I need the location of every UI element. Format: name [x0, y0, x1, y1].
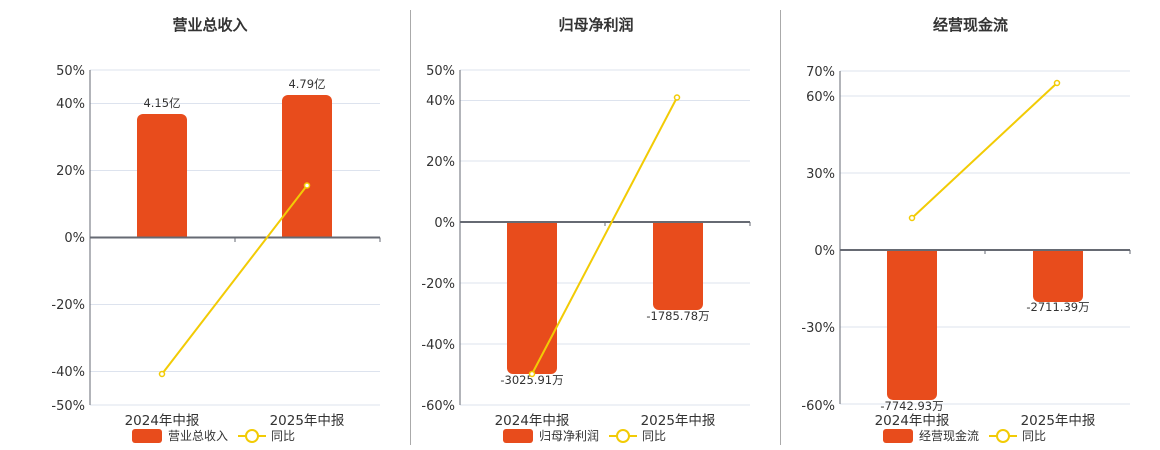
yoy-line: [911, 82, 1058, 219]
chart-title: 经营现金流: [932, 16, 1008, 34]
bar-label: -3025.91万: [500, 373, 563, 387]
yoy-line: [531, 97, 678, 375]
bar-2025[interactable]: [653, 222, 703, 310]
legend-line-label[interactable]: 同比: [642, 429, 667, 443]
legend-bar-label[interactable]: 营业总收入: [168, 429, 229, 443]
svg-text:60%: 60%: [806, 90, 835, 105]
legend-bar-swatch[interactable]: [883, 428, 913, 443]
yoy-point[interactable]: [673, 94, 681, 101]
bar-label: 4.15亿: [143, 96, 180, 110]
legend-line-icon[interactable]: [238, 428, 267, 443]
divider: [780, 10, 781, 445]
y-axis-labels: 50% 40% 20% 0% -20% -40% -60%: [421, 64, 455, 414]
legend-bar-swatch[interactable]: [503, 428, 533, 443]
yoy-point[interactable]: [1053, 79, 1061, 87]
legend: 归母净利润 同比: [503, 427, 666, 444]
chart-plot: 50% 40% 20% 0% -20% -40% -60% -3025.91万 …: [421, 64, 751, 429]
legend-line-label[interactable]: 同比: [1022, 429, 1047, 443]
svg-text:50%: 50%: [426, 64, 455, 79]
svg-text:50%: 50%: [56, 64, 85, 79]
chart-panel-revenue: 营业总收入 50% 40% 20% 0% -20% -40% -50% 4.15…: [0, 0, 410, 450]
x-label: 2024年中报: [495, 413, 570, 429]
svg-text:-20%: -20%: [51, 298, 85, 313]
yoy-point[interactable]: [303, 182, 311, 189]
bar-2024[interactable]: [887, 250, 937, 400]
svg-text:40%: 40%: [426, 94, 455, 109]
bar-label: -1785.78万: [646, 309, 709, 323]
legend-line-label[interactable]: 同比: [271, 429, 296, 443]
divider: [410, 10, 411, 445]
yoy-point[interactable]: [528, 370, 536, 378]
yoy-point[interactable]: [908, 214, 916, 222]
y-axis-labels: 70% 60% 30% 0% -30% -60%: [801, 65, 835, 414]
svg-text:30%: 30%: [806, 167, 835, 182]
x-label: 2024年中报: [125, 413, 200, 429]
svg-text:20%: 20%: [56, 164, 85, 179]
bar-2024[interactable]: [507, 222, 557, 374]
svg-text:-40%: -40%: [51, 365, 85, 380]
bar-2024[interactable]: [137, 114, 187, 238]
bar-2025[interactable]: [282, 95, 332, 238]
y-axis-labels: 50% 40% 20% 0% -20% -40% -50%: [51, 64, 85, 414]
svg-text:-50%: -50%: [51, 399, 85, 414]
svg-text:-30%: -30%: [801, 321, 835, 336]
svg-text:70%: 70%: [806, 65, 835, 80]
bar-label: -7742.93万: [880, 399, 943, 413]
bar-label: 4.79亿: [288, 77, 325, 91]
chart-title: 归母净利润: [558, 16, 634, 34]
chart-plot: 70% 60% 30% 0% -30% -60% -7742.93万 -2711…: [801, 65, 1131, 429]
legend-bar-label[interactable]: 归母净利润: [539, 429, 600, 443]
chart-panel-operating-cashflow: 经营现金流 70% 60% 30% 0% -30% -60% -7742.93万…: [781, 0, 1160, 450]
yoy-line: [161, 184, 308, 375]
legend-bar-label[interactable]: 经营现金流: [919, 429, 980, 443]
yoy-point[interactable]: [158, 370, 166, 378]
bar-label: -2711.39万: [1026, 300, 1089, 314]
chart-panel-net-profit: 归母净利润 50% 40% 20% 0% -20% -40% -60% -302…: [411, 0, 781, 450]
svg-text:40%: 40%: [56, 97, 85, 112]
svg-text:-20%: -20%: [421, 277, 455, 292]
legend-bar-swatch[interactable]: [132, 428, 162, 443]
x-label: 2025年中报: [641, 413, 716, 429]
x-label: 2025年中报: [1021, 413, 1096, 429]
svg-text:0%: 0%: [64, 231, 85, 246]
legend-line-icon[interactable]: [989, 428, 1018, 443]
svg-text:0%: 0%: [814, 244, 835, 259]
gridlines: [840, 70, 1130, 405]
svg-text:-60%: -60%: [801, 399, 835, 414]
x-label: 2024年中报: [875, 413, 950, 429]
svg-text:0%: 0%: [434, 216, 455, 231]
svg-text:20%: 20%: [426, 155, 455, 170]
gridlines: [460, 69, 750, 406]
legend: 经营现金流 同比: [883, 427, 1046, 444]
chart-title: 营业总收入: [172, 16, 248, 34]
chart-plot: 50% 40% 20% 0% -20% -40% -50% 4.15亿 4.79…: [51, 64, 381, 429]
legend-line-icon[interactable]: [609, 428, 638, 443]
x-label: 2025年中报: [270, 413, 345, 429]
legend: 营业总收入 同比: [132, 427, 295, 444]
svg-text:-40%: -40%: [421, 338, 455, 353]
svg-text:-60%: -60%: [421, 399, 455, 414]
bar-2025[interactable]: [1033, 250, 1083, 302]
